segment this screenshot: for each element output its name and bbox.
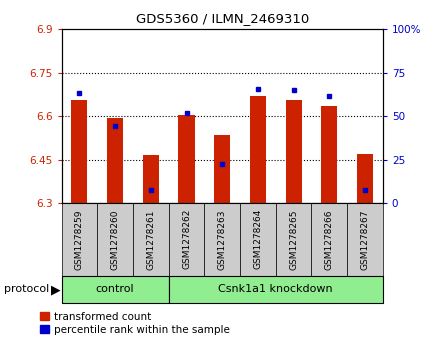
Bar [204, 203, 240, 276]
Bar [357, 154, 373, 203]
Bar [347, 203, 383, 276]
Text: GSM1278267: GSM1278267 [360, 209, 370, 270]
Text: control: control [96, 285, 135, 294]
Text: protocol: protocol [4, 285, 50, 294]
Title: GDS5360 / ILMN_2469310: GDS5360 / ILMN_2469310 [136, 12, 309, 25]
Text: GSM1278263: GSM1278263 [218, 209, 227, 270]
Bar [169, 203, 204, 276]
Bar [143, 155, 159, 203]
Bar [169, 276, 383, 303]
Text: GSM1278265: GSM1278265 [289, 209, 298, 270]
Bar [321, 106, 337, 203]
Text: Csnk1a1 knockdown: Csnk1a1 knockdown [218, 285, 333, 294]
Bar [133, 203, 169, 276]
Bar [250, 96, 266, 203]
Bar [214, 135, 230, 203]
Text: GSM1278264: GSM1278264 [253, 209, 262, 269]
Bar [62, 276, 169, 303]
Bar [240, 203, 276, 276]
Text: GSM1278260: GSM1278260 [110, 209, 120, 270]
Text: GSM1278261: GSM1278261 [147, 209, 155, 270]
Bar [276, 203, 312, 276]
Text: GSM1278266: GSM1278266 [325, 209, 334, 270]
Bar [62, 203, 97, 276]
Text: GSM1278259: GSM1278259 [75, 209, 84, 270]
Text: ▶: ▶ [51, 283, 60, 296]
Legend: transformed count, percentile rank within the sample: transformed count, percentile rank withi… [40, 312, 230, 335]
Bar [179, 115, 194, 203]
Bar [97, 203, 133, 276]
Bar [286, 100, 301, 203]
Bar [312, 203, 347, 276]
Bar [71, 100, 88, 203]
Text: GSM1278262: GSM1278262 [182, 209, 191, 269]
Bar [107, 118, 123, 203]
